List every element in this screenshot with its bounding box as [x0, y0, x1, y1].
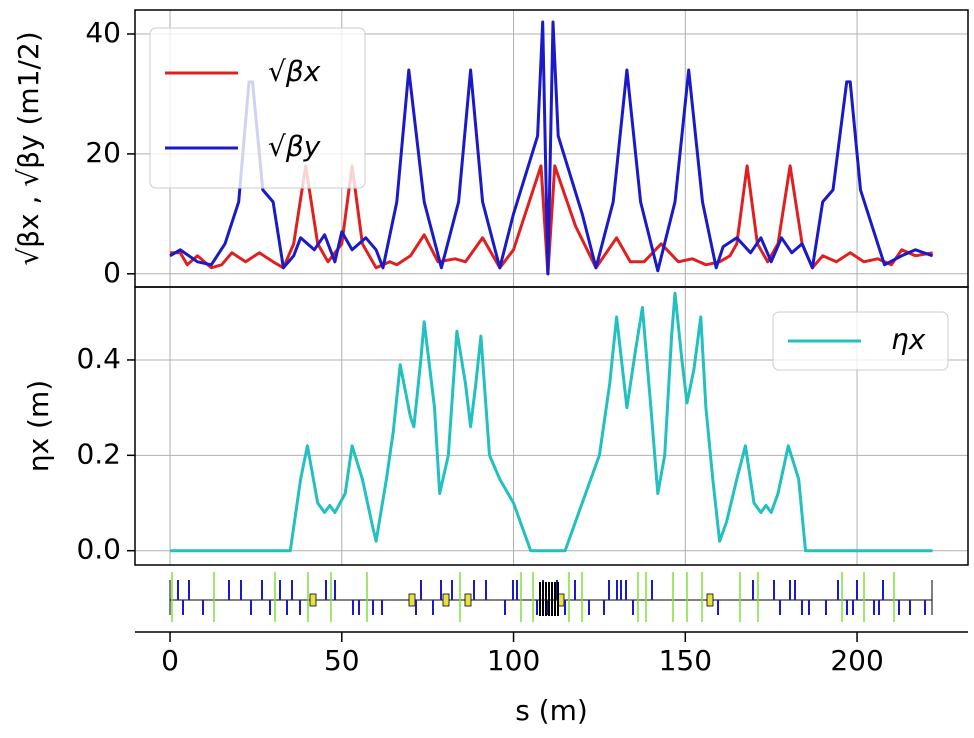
- x-axis-label: s (m): [515, 694, 588, 727]
- dipole: [464, 593, 472, 607]
- y-tick-label: 20: [85, 136, 121, 169]
- legend-label: ηx: [891, 323, 926, 356]
- dipole: [442, 593, 450, 607]
- x-tick-label: 200: [830, 644, 883, 677]
- dipole: [706, 593, 714, 607]
- lattice-diagram: [169, 572, 933, 622]
- dipole: [309, 593, 317, 607]
- x-tick-label: 0: [161, 644, 179, 677]
- legend: ηx: [772, 311, 949, 371]
- x-tick-label: 50: [324, 644, 360, 677]
- y-tick-label: 0.4: [76, 342, 121, 375]
- y-axis-label: ηx (m): [22, 380, 55, 472]
- y-axis-label: √βx , √βy (m1/2): [12, 31, 45, 265]
- y-tick-label: 40: [85, 16, 121, 49]
- dipole: [408, 593, 416, 607]
- x-tick-label: 100: [487, 644, 540, 677]
- legend-label: √βx: [268, 55, 321, 88]
- y-tick-label: 0: [103, 256, 121, 289]
- x-tick-label: 150: [659, 644, 712, 677]
- legend-label: √βy: [268, 130, 321, 163]
- y-tick-label: 0.2: [76, 437, 121, 470]
- series-line: [170, 291, 933, 553]
- plot-frame: [134, 286, 969, 566]
- y-tick-label: 0.0: [76, 533, 121, 566]
- legend: √βx √βy: [149, 27, 366, 189]
- series-line: [169, 20, 934, 276]
- legend-box: [149, 27, 366, 189]
